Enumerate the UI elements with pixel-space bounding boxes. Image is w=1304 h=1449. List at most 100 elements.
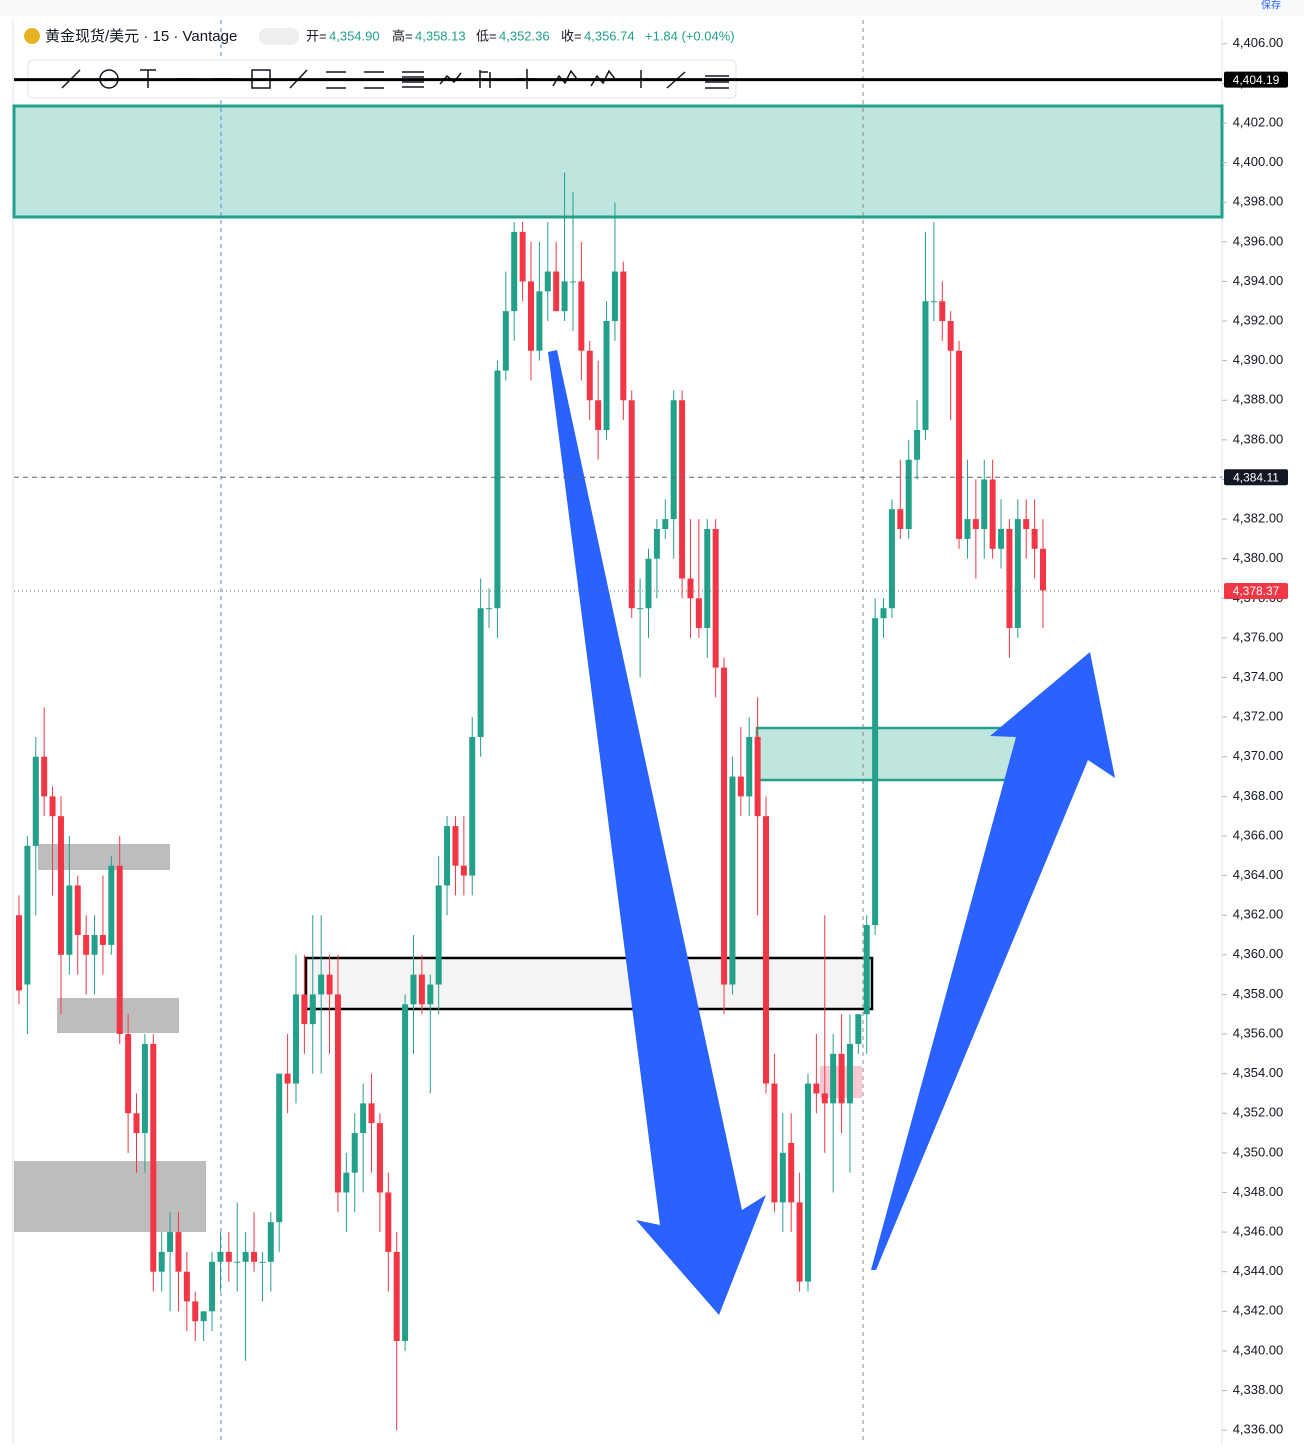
candle-body: [368, 1103, 375, 1124]
y-tick-label: 4,392.00: [1233, 312, 1284, 327]
candle-body: [704, 528, 711, 629]
candle-body: [410, 974, 417, 1005]
y-tick-label: 4,382.00: [1233, 511, 1284, 526]
y-tick-label: 4,398.00: [1233, 194, 1284, 209]
tool-more[interactable]: [705, 75, 729, 89]
y-tick-label: 4,368.00: [1233, 788, 1284, 803]
value: 4,356.74: [584, 28, 635, 43]
candle-body: [763, 816, 770, 1084]
candle-body: [947, 321, 954, 351]
candle-body: [301, 994, 308, 1025]
price-label-bg: [1224, 71, 1288, 88]
candle-body: [309, 994, 316, 1025]
candle-body: [981, 479, 988, 529]
badge: [259, 28, 299, 45]
candle-body: [779, 1152, 786, 1203]
candle-body: [125, 1034, 132, 1114]
candle-body: [200, 1311, 207, 1322]
candle-body: [16, 915, 22, 991]
candle-body: [292, 994, 299, 1084]
candle-body: [469, 736, 476, 876]
candle-body: [628, 400, 635, 609]
value: 4,354.90: [329, 28, 380, 43]
candle-body: [343, 1172, 350, 1193]
candle-body: [376, 1123, 383, 1193]
y-tick-label: 4,370.00: [1233, 748, 1284, 763]
candle-body: [771, 1083, 778, 1203]
label: 高=: [392, 28, 413, 43]
candle-body: [83, 935, 90, 955]
candle-body: [91, 935, 98, 955]
candle-body: [477, 608, 484, 737]
candle-body: [435, 885, 442, 985]
price-label-bg: [1224, 582, 1288, 599]
candle-body: [334, 994, 341, 1193]
candle-body: [670, 400, 677, 520]
candle-body: [662, 519, 669, 529]
candle-body: [695, 598, 702, 629]
value: 4,352.36: [499, 28, 550, 43]
y-tick-label: 4,358.00: [1233, 986, 1284, 1001]
candle-body: [611, 271, 618, 322]
candle-body: [712, 528, 719, 668]
candle-body: [788, 1142, 795, 1203]
candle-body: [242, 1251, 249, 1262]
candle-body: [57, 816, 64, 955]
y-tick-label: 4,346.00: [1233, 1224, 1284, 1239]
y-tick-label: 4,350.00: [1233, 1144, 1284, 1159]
candle-body: [863, 925, 870, 1015]
candle-body: [183, 1271, 190, 1302]
y-tick-label: 4,338.00: [1233, 1382, 1284, 1397]
candle-body: [897, 509, 904, 529]
y-tick-label: 4,344.00: [1233, 1263, 1284, 1278]
y-tick-label: 4,354.00: [1233, 1065, 1284, 1080]
candle-body: [385, 1192, 392, 1252]
candle-body: [234, 1261, 241, 1263]
y-tick-label: 4,374.00: [1233, 669, 1284, 684]
y-tick-label: 4,348.00: [1233, 1184, 1284, 1199]
y-tick-label: 4,402.00: [1233, 114, 1284, 129]
candle-body: [259, 1261, 266, 1263]
candle-body: [66, 885, 73, 955]
candle-body: [1031, 528, 1038, 549]
candle-body: [175, 1232, 182, 1272]
candle-body: [679, 400, 686, 579]
candle-body: [754, 736, 761, 817]
range-box: [304, 956, 874, 1011]
candle-body: [192, 1301, 199, 1322]
y-tick-label: 4,364.00: [1233, 867, 1284, 882]
y-tick-label: 4,336.00: [1233, 1422, 1284, 1437]
save-button[interactable]: 保存: [1261, 0, 1281, 12]
y-tick-label: 4,372.00: [1233, 709, 1284, 724]
y-tick-label: 4,400.00: [1233, 154, 1284, 169]
candle-body: [905, 459, 912, 529]
price-label: 4,404.19: [1233, 73, 1280, 87]
y-tick-label: 4,362.00: [1233, 907, 1284, 922]
candle-body: [544, 271, 551, 292]
label: 开=: [306, 28, 327, 43]
y-tick-label: 4,342.00: [1233, 1303, 1284, 1318]
candle-body: [846, 1043, 853, 1104]
candle-body: [360, 1103, 367, 1134]
candle-body: [595, 400, 602, 430]
candle-body: [746, 736, 753, 797]
candle-body: [217, 1251, 224, 1262]
change: +1.84 (+0.04%): [645, 28, 735, 43]
candle-body: [972, 519, 979, 529]
candle-body: [956, 350, 963, 539]
candle-body: [1014, 519, 1021, 629]
candle-body: [872, 618, 879, 926]
candle-body: [586, 350, 593, 401]
demand-zone: [755, 726, 1019, 782]
candle-body: [964, 519, 971, 539]
candle-body: [393, 1251, 400, 1342]
candle-body: [158, 1251, 165, 1272]
candle-body: [133, 1113, 140, 1134]
tool-levels[interactable]: [402, 71, 424, 88]
top-bar: [0, 0, 1304, 16]
candle-body: [444, 826, 451, 886]
candle-body: [838, 1053, 845, 1104]
candle-body: [880, 608, 887, 619]
y-tick-label: 4,380.00: [1233, 550, 1284, 565]
candle-body: [225, 1251, 232, 1262]
